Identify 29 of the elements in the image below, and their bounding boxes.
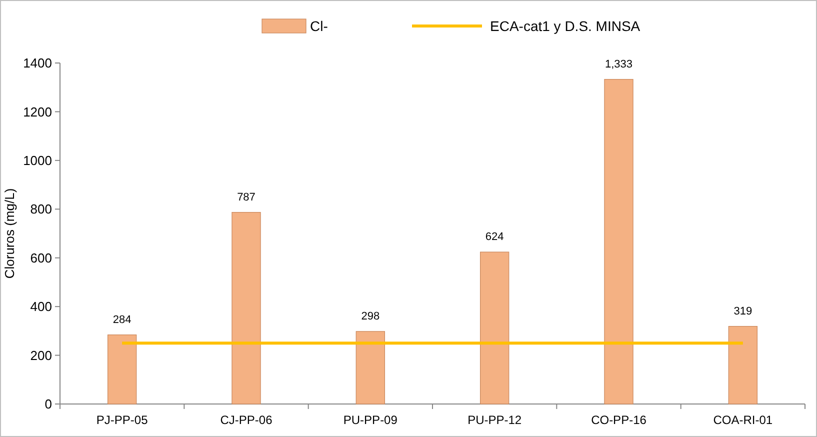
y-tick-label: 0 [44, 396, 52, 412]
y-tick-label: 600 [30, 250, 52, 266]
x-tick-label: PU-PP-12 [468, 413, 522, 427]
bar [356, 331, 385, 404]
bar [232, 212, 261, 404]
legend-label: ECA-cat1 y D.S. MINSA [490, 18, 641, 34]
x-tick-label: PJ-PP-05 [96, 413, 148, 427]
y-tick-label: 800 [30, 202, 52, 217]
data-label: 319 [734, 305, 752, 318]
y-tick-label: 1400 [23, 56, 52, 71]
x-tick-label: PU-PP-09 [343, 413, 398, 427]
x-tick-label: COA-RI-01 [713, 413, 773, 427]
data-label: 1,333 [604, 58, 633, 70]
data-label: 624 [485, 231, 504, 244]
y-tick-label: 200 [30, 348, 52, 363]
y-tick-label: 400 [30, 299, 52, 314]
y-tick-label: 1000 [23, 152, 52, 168]
data-label: 284 [112, 314, 132, 326]
data-label: 298 [361, 310, 380, 322]
bar [728, 326, 758, 404]
data-label: 787 [237, 191, 256, 204]
legend-label: Cl- [310, 18, 328, 34]
y-axis-title: Cloruros (mg/L) [2, 188, 17, 279]
y-tick-label: 1200 [23, 104, 52, 120]
bar [480, 252, 510, 404]
bar [108, 334, 137, 404]
x-tick-label: CO-PP-16 [591, 413, 647, 427]
bar [604, 79, 634, 404]
x-tick-label: CJ-PP-06 [220, 413, 273, 427]
